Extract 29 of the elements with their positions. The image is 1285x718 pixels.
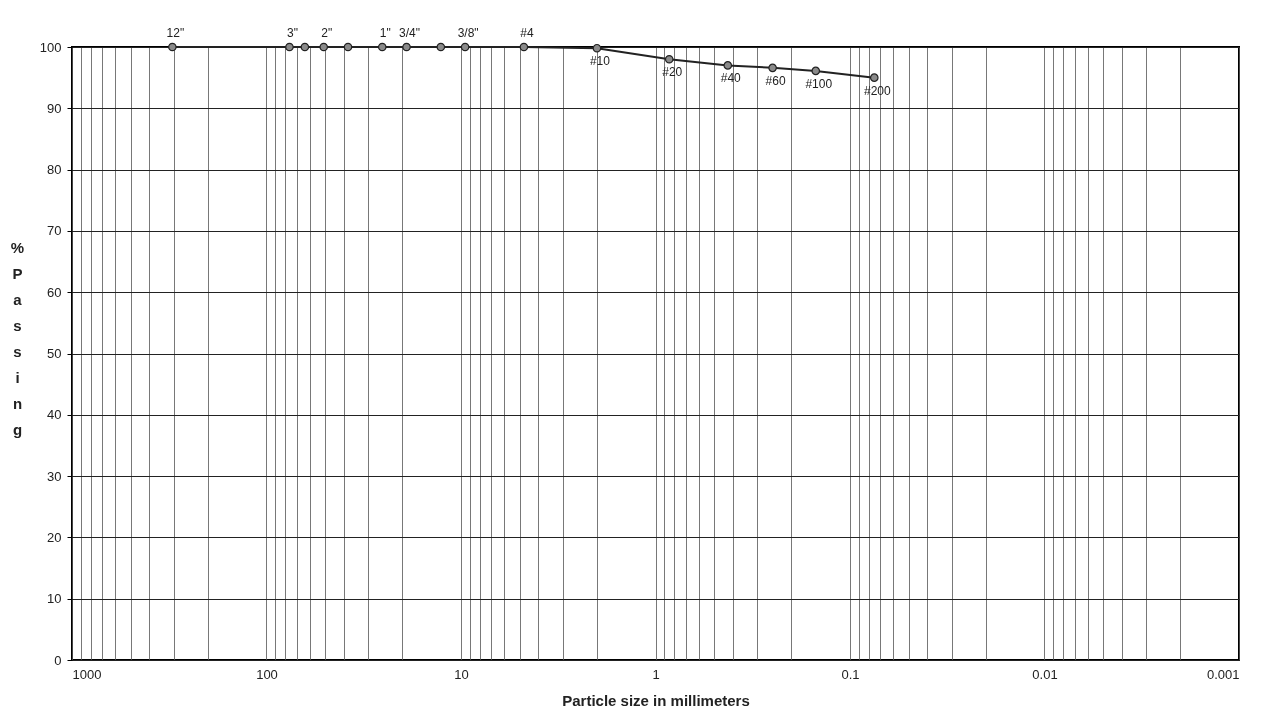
- y-tick-label: 20: [47, 529, 62, 545]
- annotation: #60: [765, 73, 786, 88]
- annotation: 3/4": [399, 26, 421, 40]
- x-tick-label: 1: [652, 666, 660, 682]
- y-tick-label: 90: [47, 100, 62, 116]
- annotation: 3/8": [457, 26, 479, 40]
- x-tick-label: 10: [454, 666, 469, 682]
- annotation: #4: [520, 26, 534, 40]
- y-tick-label: 30: [47, 468, 62, 484]
- x-tick-label: 0.01: [1032, 666, 1058, 682]
- annotation: 1": [379, 26, 391, 40]
- y-tick-label: 40: [47, 407, 62, 423]
- y-tick-label: 10: [47, 591, 62, 607]
- y-axis-title: % Passing: [10, 238, 25, 438]
- x-tick-label: 0.1: [841, 666, 860, 682]
- y-tick-label: 60: [47, 284, 62, 300]
- annotation: #100: [805, 76, 833, 91]
- x-tick-label: 0.001: [1206, 666, 1240, 682]
- x-axis-title: Particle size in millimeters: [562, 691, 750, 709]
- y-tick-label: 50: [47, 346, 62, 361]
- x-tick-label: 100: [256, 666, 278, 682]
- y-tick-label: 70: [47, 223, 62, 239]
- annotation: 12": [166, 26, 185, 40]
- y-tick-label: 0: [54, 652, 62, 668]
- y-tick-label: 80: [47, 162, 62, 178]
- annotation: 2": [321, 26, 333, 40]
- x-tick-label: 1000: [72, 666, 102, 682]
- y-tick-label: 100: [39, 39, 62, 55]
- annotation: 3": [286, 26, 298, 40]
